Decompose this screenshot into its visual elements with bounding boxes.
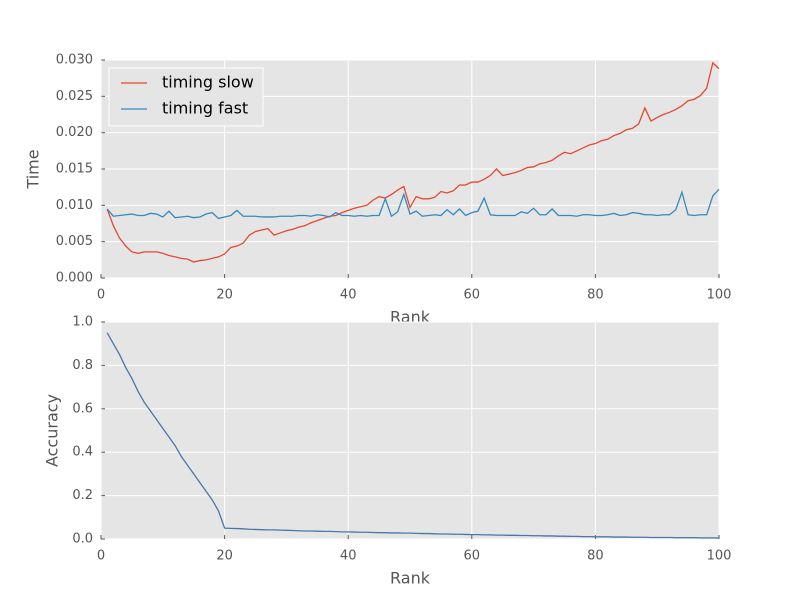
y-tick-label: 0.000 — [56, 271, 93, 286]
plot-area — [101, 322, 719, 539]
x-tick-label: 80 — [587, 549, 604, 564]
y-axis-label: Accuracy — [43, 394, 62, 467]
y-tick-label: 0.8 — [72, 358, 93, 373]
y-tick-label: 0.4 — [72, 445, 93, 460]
x-tick-label: 0 — [97, 288, 105, 303]
legend-box — [108, 67, 264, 127]
y-tick-label: 0.025 — [56, 89, 93, 104]
data-line — [106, 332, 719, 539]
x-tick-label: 40 — [340, 549, 357, 564]
legend-label: timing slow — [162, 73, 254, 92]
x-axis-label: Rank — [390, 569, 431, 588]
data-line — [106, 61, 720, 263]
y-tick-label: 1.0 — [72, 315, 93, 330]
x-tick-label: 80 — [587, 288, 604, 303]
y-axis-label: Time — [24, 149, 43, 189]
y-tick-label: 0.2 — [72, 488, 93, 503]
y-tick-label: 0.010 — [56, 198, 93, 213]
y-tick-label: 0.015 — [56, 162, 93, 177]
y-tick-label: 0.0 — [72, 532, 93, 547]
x-tick-label: 100 — [707, 549, 732, 564]
x-tick-label: 100 — [707, 288, 732, 303]
x-tick-label: 20 — [216, 549, 233, 564]
x-tick-label: 0 — [97, 549, 105, 564]
y-tick-label: 0.6 — [72, 401, 93, 416]
x-tick-label: 60 — [464, 288, 481, 303]
x-tick-label: 40 — [340, 288, 357, 303]
legend-label: timing fast — [162, 99, 248, 118]
data-line — [106, 188, 720, 220]
x-tick-label: 20 — [216, 288, 233, 303]
y-tick-label: 0.030 — [56, 53, 93, 68]
y-tick-label: 0.005 — [56, 234, 93, 249]
y-tick-label: 0.020 — [56, 125, 93, 140]
x-tick-label: 60 — [464, 549, 481, 564]
